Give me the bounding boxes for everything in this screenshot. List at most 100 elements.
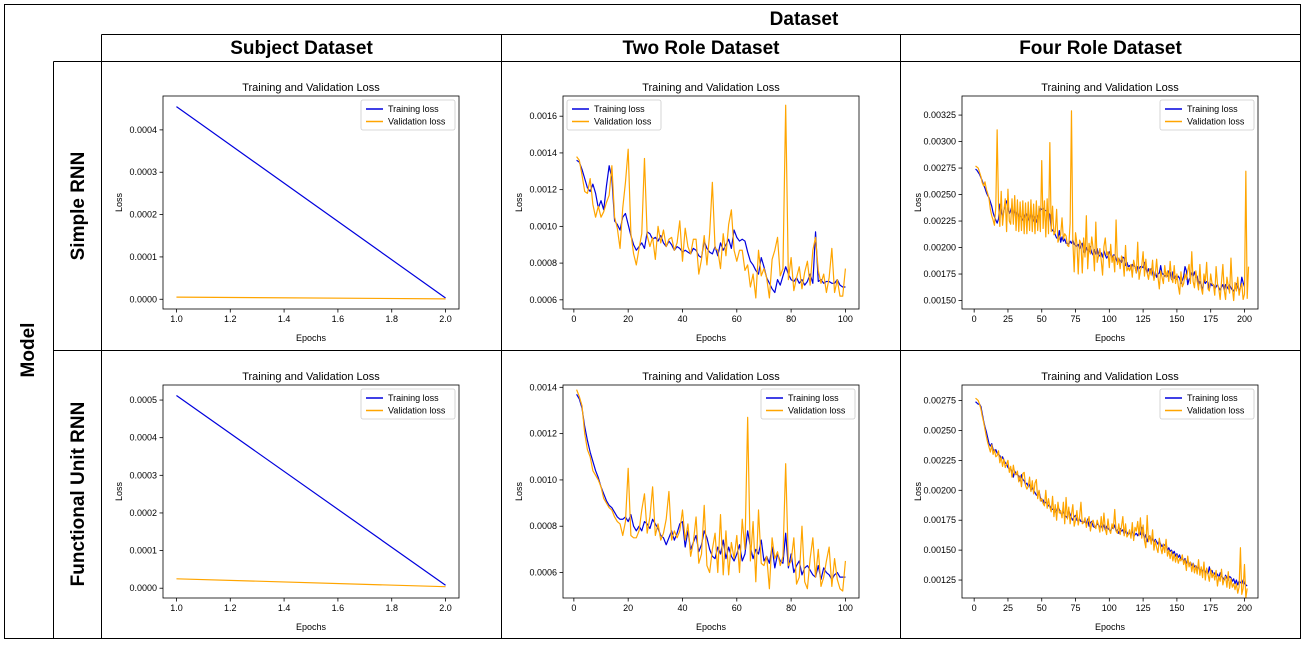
y-tick-label: 0.0002 — [129, 508, 157, 518]
y-tick-label: 0.0012 — [529, 429, 557, 439]
plot-frame — [961, 95, 1259, 310]
chart-functional-unit-rnn-two-role: Training and Validation Loss Epochs Loss 0 2… — [502, 351, 900, 638]
x-tick-label: 125 — [1136, 603, 1151, 613]
plot-frame — [562, 384, 860, 599]
x-tick-label: 1.0 — [170, 314, 183, 324]
validation-loss-line — [975, 397, 1248, 599]
legend-label-validation: Validation loss — [388, 406, 446, 416]
x-tick-label: 25 — [1003, 314, 1013, 324]
x-axis-label: Epochs — [696, 333, 727, 343]
y-tick-label: 0.0005 — [129, 395, 157, 405]
legend-label-validation: Validation loss — [788, 406, 846, 416]
x-tick-label: 20 — [623, 314, 633, 324]
x-tick-label: 150 — [1169, 603, 1184, 613]
x-tick-label: 175 — [1203, 603, 1218, 613]
legend-label-training: Training loss — [788, 393, 839, 403]
legend: Training loss Validation loss — [360, 388, 456, 420]
x-axis-label: Epochs — [1095, 333, 1126, 343]
y-tick-label: 0.0003 — [129, 167, 157, 177]
x-tick-label: 1.8 — [385, 314, 398, 324]
chart-title: Training and Validation Loss — [642, 371, 780, 383]
legend: Training loss Validation loss — [1159, 99, 1255, 131]
x-tick-label: 100 — [1102, 314, 1117, 324]
x-tick-label: 80 — [786, 314, 796, 324]
x-axis-label: Epochs — [696, 622, 727, 632]
column-header-two-role: Two Role Dataset — [622, 38, 780, 59]
chart-simple-rnn-four-role: Training and Validation Loss Epochs Loss 0 2… — [901, 62, 1300, 350]
legend-label-validation: Validation loss — [1187, 406, 1245, 416]
x-tick-label: 1.2 — [224, 603, 237, 613]
y-axis-label: Loss — [114, 192, 124, 212]
validation-loss-line — [975, 110, 1250, 302]
x-tick-label: 75 — [1071, 314, 1081, 324]
legend-label-validation: Validation loss — [388, 117, 446, 127]
validation-loss-line — [176, 578, 446, 588]
plot-frame — [562, 95, 860, 310]
legend-box — [566, 99, 662, 131]
y-tick-label: 0.0014 — [529, 382, 557, 392]
y-tick-label: 0.00175 — [923, 515, 956, 525]
training-loss-line — [176, 395, 446, 586]
x-axis-label: Epochs — [296, 622, 327, 632]
y-tick-label: 0.0014 — [529, 148, 557, 158]
legend-label-training: Training loss — [594, 104, 645, 114]
y-tick-label: 0.00150 — [923, 545, 956, 555]
legend-label-training: Training loss — [388, 393, 439, 403]
x-tick-label: 75 — [1071, 603, 1081, 613]
y-tick-label: 0.0000 — [129, 294, 157, 304]
legend-label-training: Training loss — [388, 104, 439, 114]
y-tick-label: 0.00225 — [923, 216, 956, 226]
x-tick-label: 80 — [786, 603, 796, 613]
x-tick-label: 1.4 — [278, 314, 291, 324]
x-tick-label: 200 — [1237, 603, 1252, 613]
y-tick-label: 0.00250 — [923, 190, 956, 200]
y-tick-label: 0.0001 — [129, 252, 157, 262]
y-tick-label: 0.0004 — [129, 433, 157, 443]
chart-simple-rnn-two-role: Training and Validation Loss Epochs Loss 0 2… — [502, 62, 900, 350]
y-tick-label: 0.0006 — [529, 295, 557, 305]
y-tick-label: 0.00300 — [923, 137, 956, 147]
y-tick-label: 0.00275 — [923, 396, 956, 406]
x-tick-label: 1.8 — [385, 603, 398, 613]
y-tick-label: 0.0001 — [129, 546, 157, 556]
x-tick-label: 0 — [571, 314, 576, 324]
legend: Training loss Validation loss — [566, 99, 662, 131]
legend-box — [760, 388, 856, 420]
legend-label-validation: Validation loss — [594, 117, 652, 127]
y-tick-label: 0.0010 — [529, 475, 557, 485]
x-tick-label: 150 — [1169, 314, 1184, 324]
y-axis-label: Loss — [913, 192, 923, 212]
column-header-subject: Subject Dataset — [230, 38, 373, 59]
x-tick-label: 1.0 — [170, 603, 183, 613]
validation-loss-line — [576, 104, 847, 299]
legend-box — [360, 99, 456, 131]
y-tick-label: 0.0000 — [129, 583, 157, 593]
chart-title: Training and Validation Loss — [1041, 82, 1179, 94]
y-tick-label: 0.0004 — [129, 125, 157, 135]
row-header-simple-rnn: Simple RNN — [68, 151, 89, 261]
x-tick-label: 100 — [838, 603, 853, 613]
x-tick-label: 40 — [677, 314, 687, 324]
y-tick-label: 0.0003 — [129, 470, 157, 480]
chart-title: Training and Validation Loss — [242, 82, 380, 94]
y-tick-label: 0.00150 — [923, 296, 956, 306]
chart-title: Training and Validation Loss — [1041, 371, 1179, 383]
model-header: Model — [18, 322, 39, 378]
legend: Training loss Validation loss — [760, 388, 856, 420]
x-tick-label: 40 — [677, 603, 687, 613]
y-tick-label: 0.0010 — [529, 221, 557, 231]
x-tick-label: 200 — [1237, 314, 1252, 324]
x-tick-label: 20 — [623, 603, 633, 613]
x-tick-label: 60 — [732, 314, 742, 324]
y-tick-label: 0.0016 — [529, 111, 557, 121]
y-tick-label: 0.0012 — [529, 185, 557, 195]
x-tick-label: 2.0 — [439, 603, 452, 613]
training-loss-line — [975, 401, 1248, 587]
x-tick-label: 0 — [571, 603, 576, 613]
legend: Training loss Validation loss — [360, 99, 456, 131]
y-tick-label: 0.00200 — [923, 485, 956, 495]
legend-box — [360, 388, 456, 420]
y-axis-label: Loss — [114, 481, 124, 501]
training-loss-line — [176, 106, 446, 299]
